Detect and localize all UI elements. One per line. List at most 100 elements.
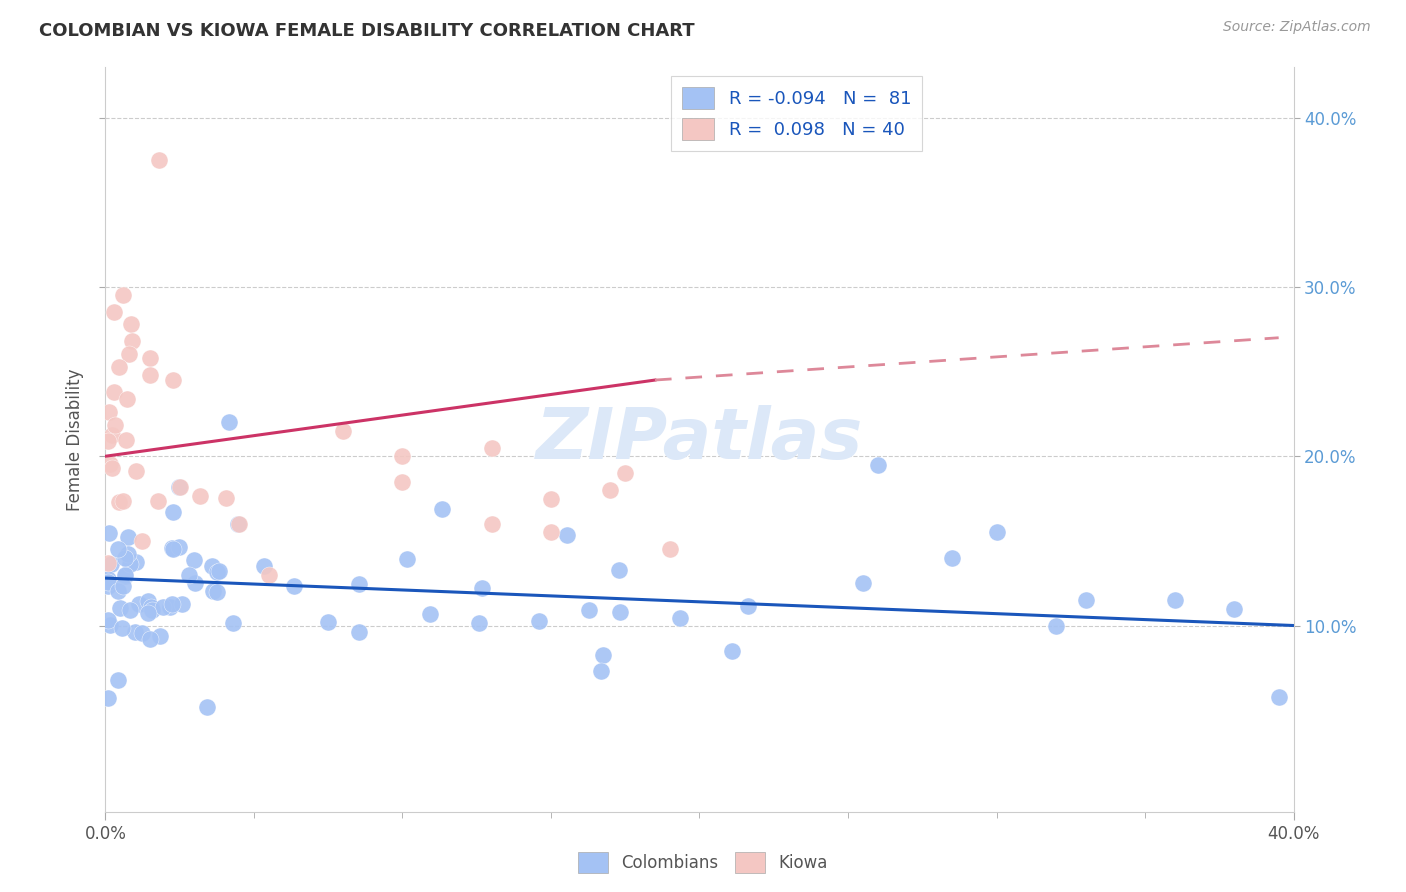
Point [97, 572, 120, 586]
Point [419, 607, 441, 622]
Text: Source: ZipAtlas.com: Source: ZipAtlas.com [1223, 20, 1371, 34]
Point [111, 494, 134, 508]
Point [98, 458, 121, 472]
Point [1267, 690, 1289, 704]
Point [207, 566, 229, 580]
Point [347, 624, 370, 639]
Point [599, 483, 621, 497]
Point [737, 599, 759, 614]
Point [481, 441, 503, 455]
Point [114, 433, 136, 447]
Point [110, 601, 132, 615]
Point [332, 424, 354, 438]
Point [395, 551, 418, 566]
Point [97, 526, 120, 541]
Point [218, 416, 240, 430]
Point [121, 334, 143, 348]
Point [139, 351, 162, 365]
Point [316, 615, 339, 630]
Point [540, 525, 562, 540]
Point [101, 460, 124, 475]
Point [167, 480, 190, 494]
Point [540, 491, 562, 506]
Point [614, 466, 637, 480]
Point [100, 558, 122, 572]
Point [170, 597, 193, 611]
Point [98, 617, 121, 632]
Point [167, 540, 190, 554]
Point [97, 434, 120, 448]
Point [941, 550, 963, 565]
Point [162, 373, 184, 387]
Point [114, 568, 136, 582]
Point [852, 576, 875, 591]
Point [207, 585, 229, 599]
Point [184, 576, 207, 591]
Point [1223, 601, 1246, 615]
Point [97, 613, 120, 627]
Point [131, 626, 153, 640]
Point [146, 494, 169, 508]
Point [222, 615, 245, 630]
Point [117, 530, 139, 544]
Point [257, 567, 280, 582]
Point [136, 606, 159, 620]
Point [607, 563, 630, 577]
Point [188, 489, 211, 503]
Point [107, 673, 129, 687]
Point [471, 581, 494, 595]
Point [986, 525, 1008, 540]
Point [128, 597, 150, 611]
Point [658, 542, 681, 557]
Point [148, 153, 170, 167]
Point [669, 611, 692, 625]
Point [162, 505, 184, 519]
Point [226, 517, 249, 532]
Point [391, 449, 413, 463]
Point [139, 632, 162, 647]
Point [97, 405, 120, 419]
Point [162, 597, 184, 611]
Point [103, 305, 125, 319]
Point [481, 516, 503, 531]
Point [107, 583, 129, 598]
Point [430, 502, 453, 516]
Point [104, 417, 127, 432]
Point [721, 644, 744, 658]
Point [125, 556, 148, 570]
Point [112, 288, 135, 302]
Point [103, 384, 125, 399]
Point [118, 346, 141, 360]
Point [578, 602, 600, 616]
Point [201, 558, 224, 573]
Point [149, 629, 172, 643]
Point [152, 599, 174, 614]
Point [169, 479, 191, 493]
Legend: R = -0.094   N =  81, R =  0.098   N = 40: R = -0.094 N = 81, R = 0.098 N = 40 [671, 76, 922, 151]
Point [592, 648, 614, 662]
Point [283, 579, 305, 593]
Point [527, 614, 550, 628]
Point [114, 568, 136, 582]
Point [141, 600, 163, 615]
Text: COLOMBIAN VS KIOWA FEMALE DISABILITY CORRELATION CHART: COLOMBIAN VS KIOWA FEMALE DISABILITY COR… [39, 22, 695, 40]
Point [468, 615, 491, 630]
Text: ZIPatlas: ZIPatlas [536, 405, 863, 474]
Point [107, 542, 129, 557]
Point [183, 553, 205, 567]
Point [391, 475, 413, 489]
Point [208, 564, 231, 578]
Point [162, 541, 184, 556]
Point [111, 579, 134, 593]
Point [141, 603, 163, 617]
Point [138, 594, 160, 608]
Point [201, 584, 224, 599]
Point [97, 579, 120, 593]
Point [117, 547, 139, 561]
Point [101, 428, 124, 442]
Point [131, 534, 153, 549]
Point [97, 556, 120, 570]
Legend: Colombians, Kiowa: Colombians, Kiowa [571, 846, 835, 880]
Point [215, 491, 238, 505]
Point [97, 691, 120, 706]
